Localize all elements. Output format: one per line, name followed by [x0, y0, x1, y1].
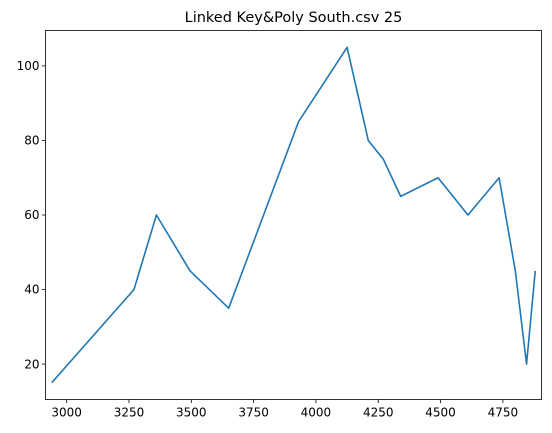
series-line-0: [52, 47, 536, 382]
y-axis: 20 40 60 80 100: [17, 59, 46, 371]
x-tick-label: 4750: [488, 406, 519, 420]
y-tick-label: 80: [24, 134, 39, 148]
x-tick-label: 4000: [301, 406, 332, 420]
y-tick-label: 40: [24, 283, 39, 297]
x-tick-label: 3750: [238, 406, 269, 420]
x-tick-label: 3000: [51, 406, 82, 420]
x-tick-label: 3500: [176, 406, 207, 420]
y-tick-label: 20: [24, 357, 39, 371]
chart-title: Linked Key&Poly South.csv 25: [185, 10, 403, 26]
x-tick-label: 4250: [363, 406, 394, 420]
x-tick-label: 3250: [114, 406, 145, 420]
x-tick-label: 4500: [425, 406, 456, 420]
y-tick-label: 60: [24, 208, 39, 222]
x-axis: 3000 3250 3500 3750 4000 4250 4500 4750: [51, 400, 518, 420]
series-layer: [52, 47, 536, 382]
y-tick-label: 100: [17, 59, 40, 73]
